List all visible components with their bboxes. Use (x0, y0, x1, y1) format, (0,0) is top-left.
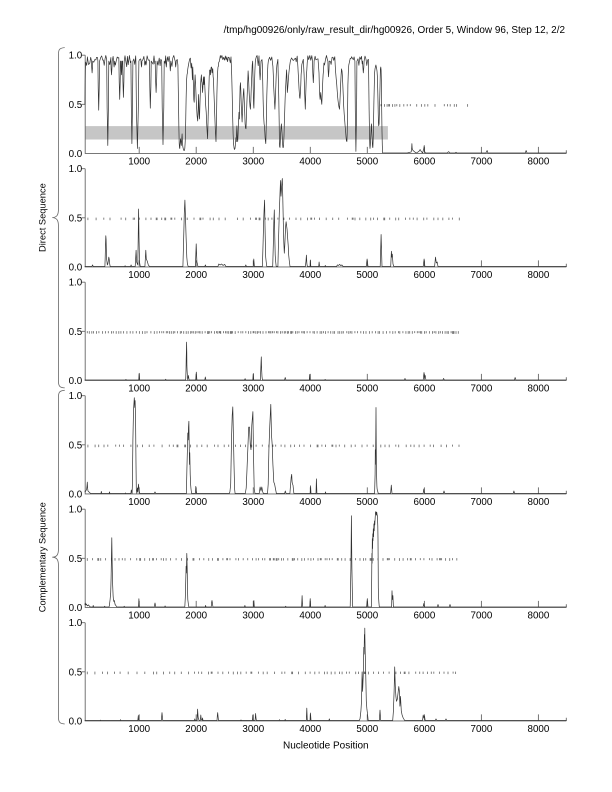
svg-text:0.0: 0.0 (69, 603, 83, 614)
svg-text:Complementary Sequence: Complementary Sequence (38, 502, 48, 612)
svg-text:5000: 5000 (356, 384, 378, 395)
svg-text:6000: 6000 (414, 724, 436, 735)
svg-text:0.0: 0.0 (69, 489, 83, 500)
svg-text:0.0: 0.0 (69, 262, 83, 273)
svg-text:8000: 8000 (528, 724, 550, 735)
svg-text:7000: 7000 (471, 384, 493, 395)
svg-text:1.0: 1.0 (69, 391, 83, 402)
svg-text:2000: 2000 (185, 384, 207, 395)
svg-text:1000: 1000 (128, 157, 150, 168)
svg-text:4000: 4000 (299, 724, 321, 735)
svg-text:0.5: 0.5 (69, 213, 83, 224)
svg-text:4000: 4000 (299, 611, 321, 622)
svg-text:1.0: 1.0 (69, 618, 83, 629)
svg-text:5000: 5000 (356, 157, 378, 168)
svg-text:3000: 3000 (242, 384, 264, 395)
svg-text:3000: 3000 (242, 497, 264, 508)
svg-text:1000: 1000 (128, 270, 150, 281)
svg-text:1000: 1000 (128, 497, 150, 508)
svg-text:3000: 3000 (242, 157, 264, 168)
svg-text:0.5: 0.5 (69, 327, 83, 338)
svg-text:0.5: 0.5 (69, 554, 83, 565)
svg-text:7000: 7000 (471, 270, 493, 281)
svg-text:1.0: 1.0 (69, 164, 83, 175)
svg-text:0.0: 0.0 (69, 376, 83, 387)
svg-text:4000: 4000 (299, 497, 321, 508)
svg-text:3000: 3000 (242, 611, 264, 622)
svg-text:2000: 2000 (185, 611, 207, 622)
svg-text:2000: 2000 (185, 724, 207, 735)
svg-text:6000: 6000 (414, 384, 436, 395)
svg-text:3000: 3000 (242, 724, 264, 735)
svg-text:8000: 8000 (528, 611, 550, 622)
svg-text:1.0: 1.0 (69, 278, 83, 289)
svg-text:7000: 7000 (471, 611, 493, 622)
svg-text:/tmp/hg00926/only/raw_result_d: /tmp/hg00926/only/raw_result_dir/hg00926… (224, 25, 566, 36)
svg-text:5000: 5000 (356, 497, 378, 508)
svg-text:5000: 5000 (356, 724, 378, 735)
svg-text:1000: 1000 (128, 724, 150, 735)
svg-text:1000: 1000 (128, 384, 150, 395)
svg-text:6000: 6000 (414, 497, 436, 508)
svg-text:Direct Sequence: Direct Sequence (38, 183, 48, 252)
svg-text:0.5: 0.5 (69, 100, 83, 111)
svg-text:7000: 7000 (471, 724, 493, 735)
svg-text:0.0: 0.0 (69, 149, 83, 160)
svg-text:4000: 4000 (299, 157, 321, 168)
svg-text:Nucleotide Position: Nucleotide Position (283, 740, 369, 751)
svg-text:1.0: 1.0 (69, 51, 83, 62)
svg-text:8000: 8000 (528, 384, 550, 395)
svg-text:0.0: 0.0 (69, 716, 83, 727)
svg-text:2000: 2000 (185, 157, 207, 168)
svg-text:1.0: 1.0 (69, 505, 83, 516)
svg-text:7000: 7000 (471, 497, 493, 508)
svg-text:6000: 6000 (414, 611, 436, 622)
svg-text:7000: 7000 (471, 157, 493, 168)
svg-text:4000: 4000 (299, 384, 321, 395)
svg-text:6000: 6000 (414, 157, 436, 168)
svg-text:8000: 8000 (528, 270, 550, 281)
svg-text:5000: 5000 (356, 611, 378, 622)
svg-text:2000: 2000 (185, 270, 207, 281)
svg-text:3000: 3000 (242, 270, 264, 281)
svg-text:5000: 5000 (356, 270, 378, 281)
svg-text:6000: 6000 (414, 270, 436, 281)
svg-text:8000: 8000 (528, 157, 550, 168)
svg-text:2000: 2000 (185, 497, 207, 508)
svg-text:4000: 4000 (299, 270, 321, 281)
svg-text:0.5: 0.5 (69, 440, 83, 451)
svg-text:0.5: 0.5 (69, 667, 83, 678)
svg-text:8000: 8000 (528, 497, 550, 508)
svg-text:1000: 1000 (128, 611, 150, 622)
